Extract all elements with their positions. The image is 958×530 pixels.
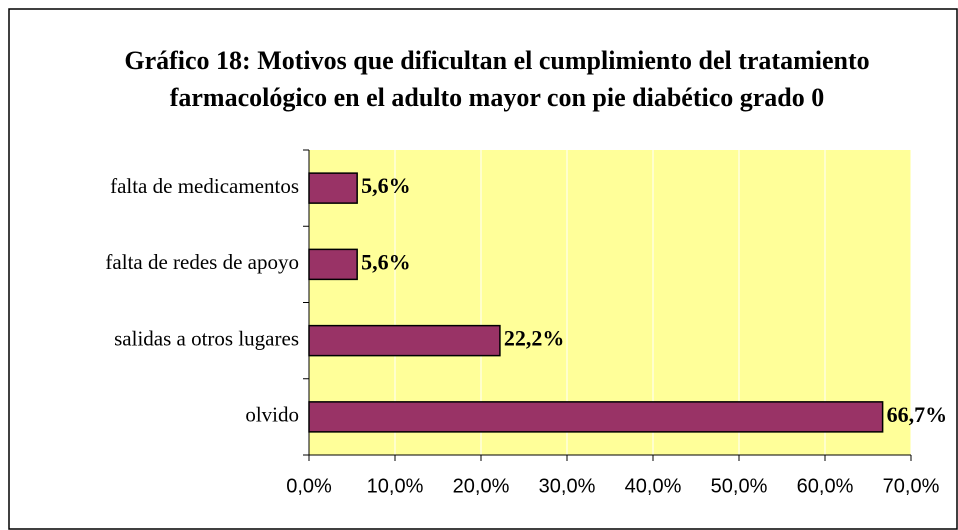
bar (308, 324, 501, 357)
bar (308, 401, 884, 433)
bar (308, 248, 358, 281)
x-tick-label: 70,0% (883, 475, 940, 497)
bar (308, 172, 358, 204)
x-tick-label: 40,0% (625, 475, 682, 497)
x-tick-label: 10,0% (367, 475, 424, 497)
y-tick-label: olvido (245, 403, 299, 427)
y-tick-label: falta de medicamentos (110, 174, 299, 198)
x-tick-label: 50,0% (711, 475, 768, 497)
value-label: 22,2% (504, 326, 565, 351)
x-tick-label: 0,0% (286, 475, 332, 497)
value-label: 5,6% (361, 173, 411, 198)
y-tick-label: falta de redes de apoyo (105, 250, 299, 274)
x-tick-label: 60,0% (797, 475, 854, 497)
x-tick-label: 30,0% (539, 475, 596, 497)
y-tick-label: salidas a otros lugares (114, 326, 299, 350)
x-tick-label: 20,0% (453, 475, 510, 497)
value-label: 5,6% (361, 249, 411, 274)
value-label: 66,7% (887, 402, 948, 427)
chart-title: Gráfico 18: Motivos que dificultan el cu… (124, 46, 870, 112)
